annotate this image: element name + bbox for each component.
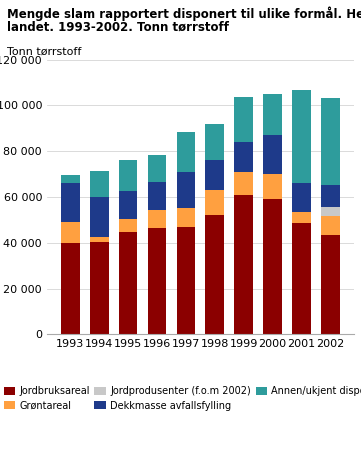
Bar xyxy=(90,197,109,237)
Bar xyxy=(234,172,253,195)
Bar xyxy=(61,175,80,183)
Bar xyxy=(263,94,282,135)
Bar xyxy=(292,212,311,223)
Bar xyxy=(148,182,166,210)
Bar xyxy=(321,217,340,234)
Legend: Jordbruksareal, Grøntareal, Jordprodusenter (f.o.m 2002), Dekkmasse avfallsfylli: Jordbruksareal, Grøntareal, Jordprodusen… xyxy=(4,386,361,411)
Text: Tonn tørrstoff: Tonn tørrstoff xyxy=(7,47,82,57)
Bar xyxy=(90,171,109,197)
Bar xyxy=(90,242,109,334)
Bar xyxy=(292,183,311,212)
Bar xyxy=(234,98,253,142)
Bar xyxy=(90,237,109,242)
Bar xyxy=(321,98,340,185)
Bar xyxy=(321,185,340,207)
Bar xyxy=(205,160,224,190)
Bar xyxy=(177,172,195,208)
Bar xyxy=(263,174,282,199)
Bar xyxy=(263,135,282,174)
Text: landet. 1993-2002. Tonn tørrstoff: landet. 1993-2002. Tonn tørrstoff xyxy=(7,21,229,33)
Bar xyxy=(321,207,340,216)
Bar xyxy=(321,234,340,334)
Bar xyxy=(177,132,195,172)
Bar xyxy=(177,208,195,227)
Bar xyxy=(263,199,282,334)
Bar xyxy=(119,219,138,233)
Bar xyxy=(205,190,224,215)
Bar xyxy=(61,222,80,243)
Bar xyxy=(61,183,80,222)
Bar xyxy=(119,191,138,219)
Bar xyxy=(292,91,311,183)
Bar xyxy=(119,160,138,191)
Bar xyxy=(234,142,253,172)
Bar xyxy=(292,223,311,334)
Bar xyxy=(61,243,80,334)
Bar xyxy=(148,155,166,182)
Bar xyxy=(234,195,253,334)
Bar xyxy=(148,228,166,334)
Bar xyxy=(148,210,166,228)
Bar xyxy=(205,215,224,334)
Bar xyxy=(205,124,224,160)
Bar xyxy=(177,227,195,334)
Bar xyxy=(119,233,138,334)
Text: Mengde slam rapportert disponert til ulike formål. Hele: Mengde slam rapportert disponert til uli… xyxy=(7,7,361,22)
